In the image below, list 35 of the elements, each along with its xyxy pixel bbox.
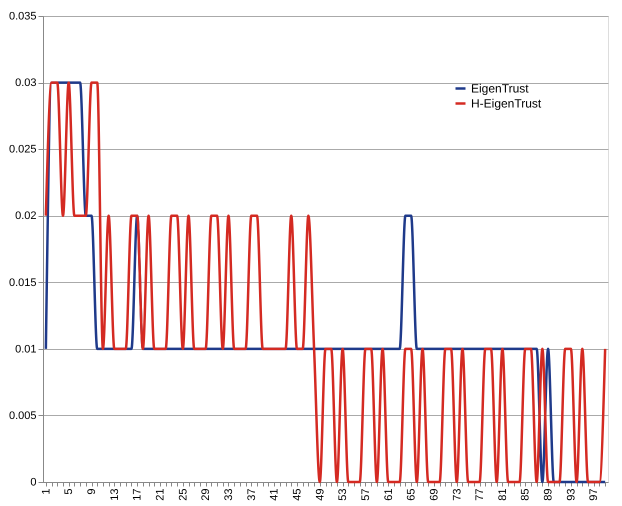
y-tick-label: 0.03 (15, 77, 36, 90)
y-tick-label: 0.025 (8, 144, 36, 156)
x-tick-label: 1 (40, 488, 52, 495)
x-tick-label: 17 (132, 488, 144, 501)
y-tick-label: 0 (30, 476, 36, 488)
x-tick-label: 65 (406, 488, 418, 501)
x-tick-label: 45 (291, 488, 304, 501)
x-tick-label: 29 (200, 488, 212, 501)
y-tick-label: 0.005 (8, 410, 36, 422)
x-tick-label: 73 (451, 488, 464, 501)
y-tick-label: 0.01 (15, 343, 36, 356)
y-tick-label: 0.015 (8, 276, 36, 289)
y-tick-label: 0.035 (8, 10, 36, 22)
x-tick-label: 69 (428, 488, 440, 501)
y-tick-label: 0.02 (15, 210, 36, 222)
x-tick-label: 13 (108, 488, 121, 501)
x-tick-label: 93 (565, 488, 578, 501)
legend-label: H-EigenTrust (471, 96, 542, 110)
x-tick-label: 9 (86, 488, 98, 495)
x-tick-label: 5 (63, 488, 76, 495)
x-tick-label: 21 (154, 488, 166, 501)
x-tick-label: 33 (222, 488, 235, 501)
x-tick-label: 41 (268, 488, 281, 501)
x-tick-label: 53 (337, 488, 350, 501)
x-tick-label: 77 (474, 488, 486, 501)
x-tick-label: 89 (542, 488, 555, 501)
x-tick-label: 37 (246, 488, 258, 501)
x-tick-label: 25 (177, 488, 190, 501)
x-tick-label: 97 (588, 488, 600, 501)
x-tick-label: 57 (360, 488, 372, 501)
x-tick-label: 49 (314, 488, 326, 501)
legend-label: EigenTrust (471, 82, 530, 96)
x-tick-label: 61 (382, 488, 395, 501)
x-tick-label: 85 (520, 488, 532, 501)
x-tick-label: 81 (496, 488, 509, 501)
